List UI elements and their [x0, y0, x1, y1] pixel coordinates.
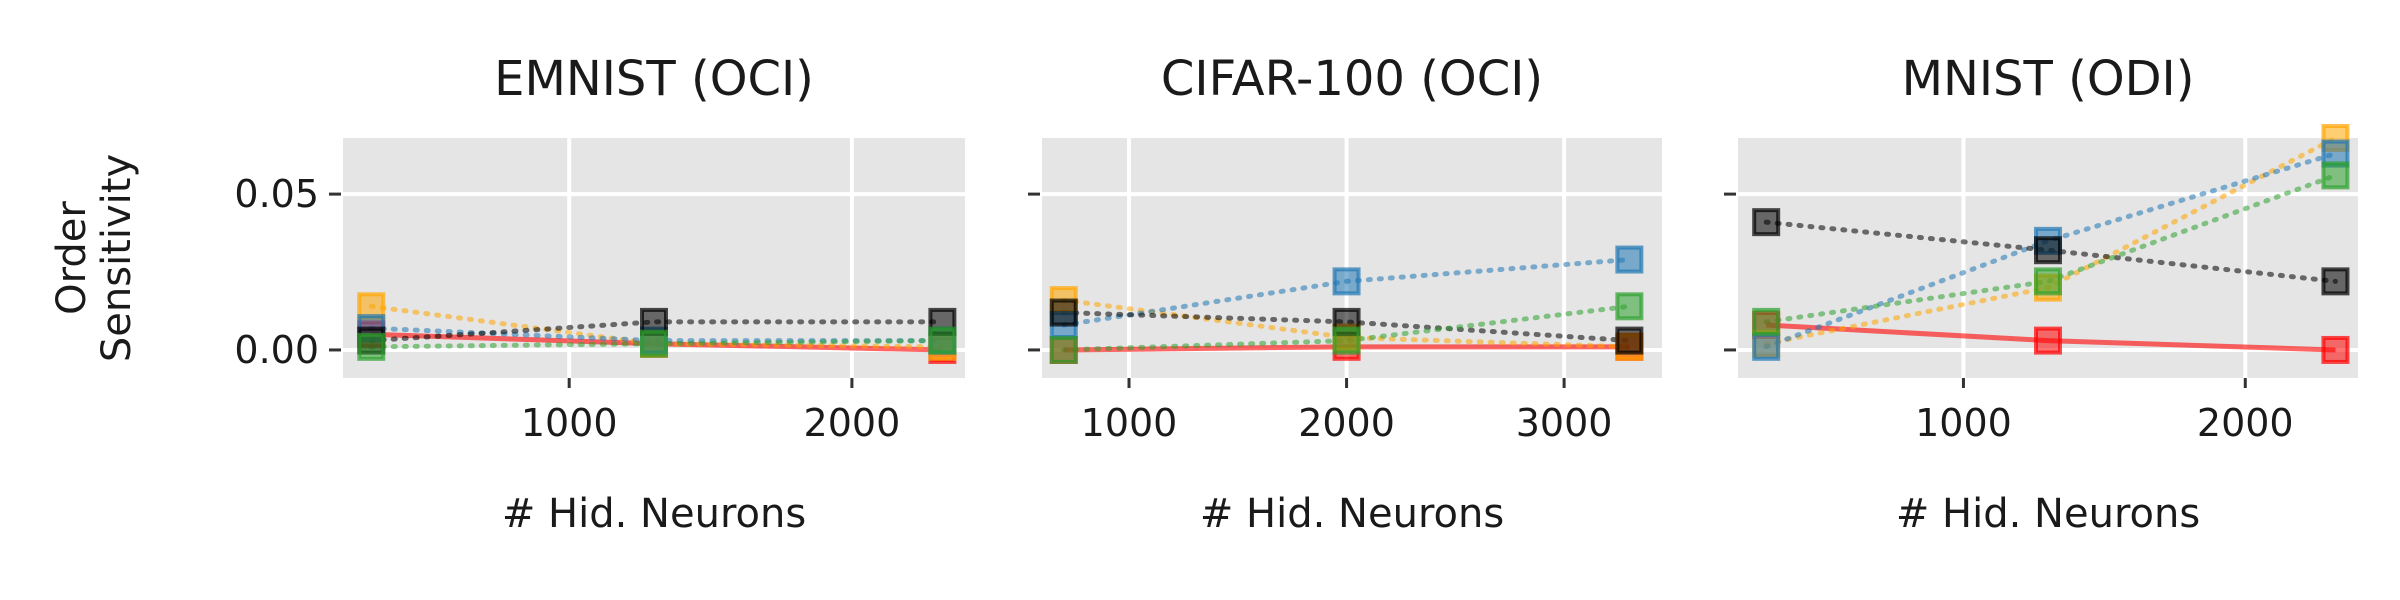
data-point [1615, 292, 1644, 321]
data-point [1615, 326, 1644, 355]
data-point [1332, 326, 1361, 355]
y-axis-label-line: Sensitivity [94, 154, 140, 362]
y-tick-label: 0.05 [234, 172, 319, 216]
x-tick-label: 2000 [1298, 401, 1395, 445]
data-point [1332, 267, 1361, 296]
data-point [357, 332, 386, 361]
data-point [2034, 236, 2062, 265]
data-point [1049, 335, 1078, 364]
y-axis-label: OrderSensitivity [49, 154, 140, 362]
data-point [2321, 161, 2350, 190]
chart-panel-1: 1000 2000 0.00 0.05 EMNIST (OCI) # Hid. Neuro… [49, 51, 965, 537]
x-tick-label: 2000 [2197, 401, 2294, 445]
x-tick-label: 3000 [1516, 401, 1613, 445]
x-tick-label: 1000 [1915, 401, 2012, 445]
chart-panel-2: 1000 2000 3000 CIFAR-100 (OCI) # Hid. Neuron… [1028, 51, 1662, 537]
y-axis-label-line: Order [49, 201, 95, 315]
chart-title: MNIST (ODI) [1902, 51, 2195, 107]
x-axis-label: # Hid. Neurons [1200, 491, 1504, 537]
data-point [640, 329, 668, 358]
x-axis-label: # Hid. Neurons [502, 491, 806, 537]
series-line [1061, 310, 1632, 344]
x-tick-label: 2000 [804, 401, 901, 445]
x-tick-label: 1000 [1081, 401, 1178, 445]
chart-title: EMNIST (OCI) [494, 51, 814, 107]
data-point [2321, 335, 2350, 364]
series-line [368, 319, 945, 344]
data-point [2034, 326, 2062, 355]
series-line [1763, 219, 2338, 284]
chart-title: CIFAR-100 (OCI) [1161, 51, 1543, 107]
data-point [2034, 267, 2062, 296]
series-line [1061, 303, 1632, 353]
data-point [1752, 332, 1781, 361]
data-point [2321, 267, 2350, 296]
data-point [928, 326, 957, 355]
data-point [1615, 245, 1644, 274]
data-point [1752, 307, 1781, 336]
series-line [368, 338, 945, 350]
panels: 1000 2000 0.00 0.05 EMNIST (OCI) # Hid. Neuro… [49, 51, 2358, 537]
x-tick-label: 1000 [521, 401, 618, 445]
x-axis-label: # Hid. Neurons [1896, 491, 2200, 537]
chart-panel-3: 1000 2000 MNIST (ODI) # Hid. Neurons [1724, 51, 2358, 537]
y-tick-label: 0.00 [234, 328, 319, 372]
data-point [1049, 298, 1078, 327]
data-point [1752, 208, 1781, 237]
